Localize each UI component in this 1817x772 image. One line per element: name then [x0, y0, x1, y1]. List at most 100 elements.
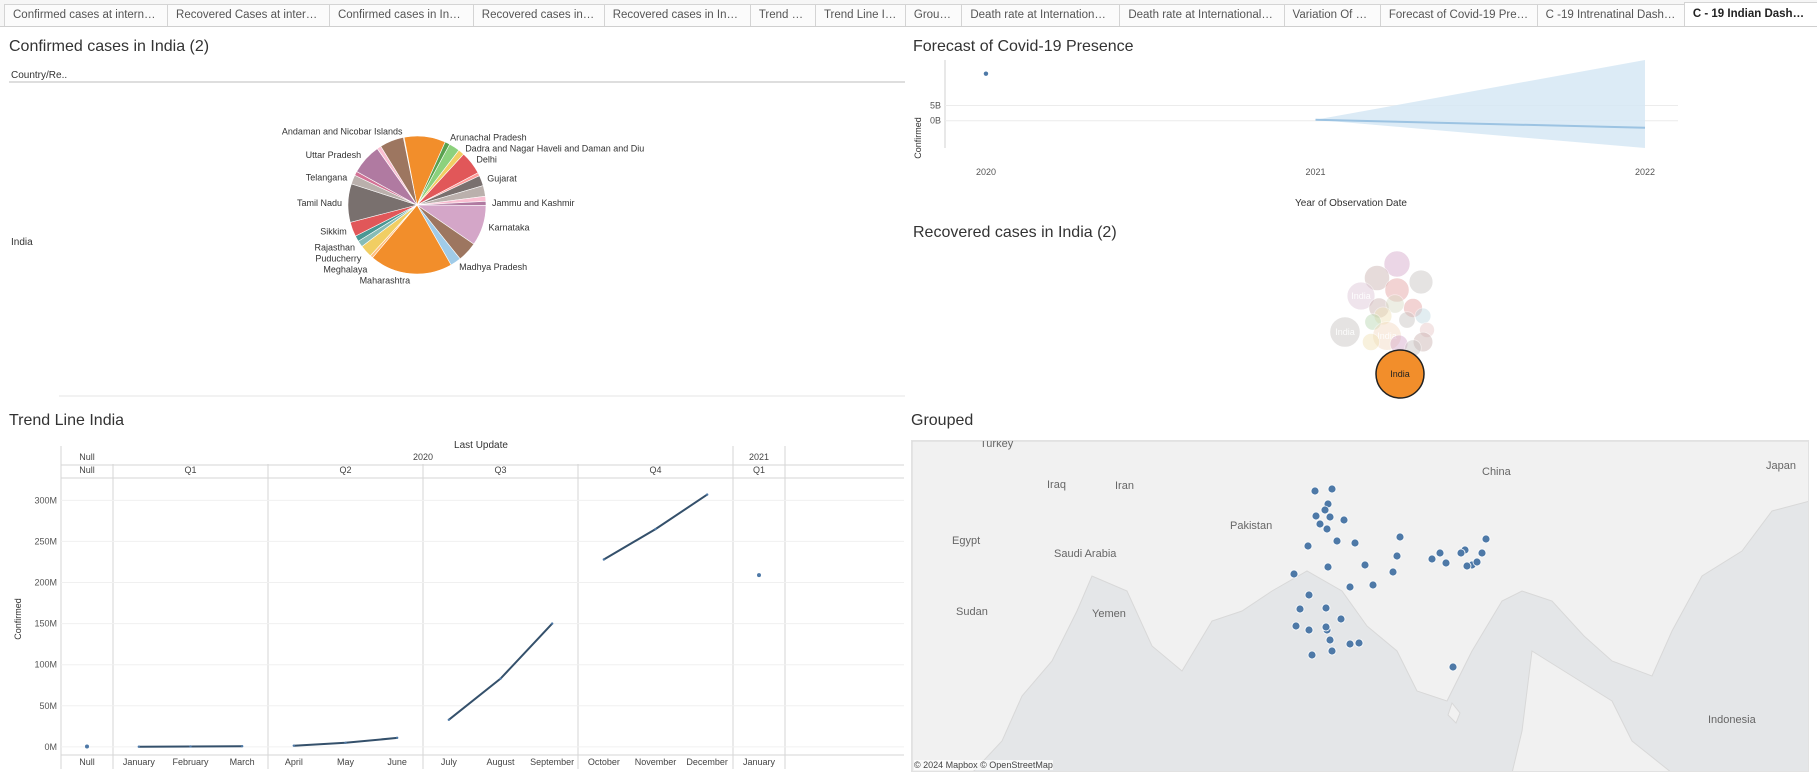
map-point[interactable]	[1435, 548, 1445, 558]
map-point[interactable]	[1395, 532, 1405, 542]
bubble-mark-highlighted[interactable]	[1375, 349, 1425, 399]
map-point[interactable]	[1311, 511, 1321, 521]
bubble-mark[interactable]	[1398, 311, 1416, 329]
map-point[interactable]	[1345, 582, 1355, 592]
map-point[interactable]	[1304, 625, 1314, 635]
map-point[interactable]	[1310, 486, 1320, 496]
trend-point[interactable]	[705, 493, 709, 496]
map-point[interactable]	[1315, 519, 1325, 529]
bubble-mark[interactable]	[1372, 321, 1402, 351]
trend-point[interactable]	[344, 741, 347, 744]
bubble-mark[interactable]	[1385, 294, 1405, 314]
bubble-mark[interactable]	[1363, 264, 1391, 292]
map-point[interactable]	[1448, 662, 1458, 672]
map-point[interactable]	[1325, 512, 1335, 522]
sheet-tab-trend-line-india[interactable]: Trend Line India	[814, 4, 906, 26]
map-point[interactable]	[1291, 621, 1301, 631]
trend-point[interactable]	[447, 718, 451, 721]
bubble-mark[interactable]	[1373, 306, 1393, 326]
bubble-mark[interactable]	[1364, 313, 1382, 331]
trend-y-axis-label: Confirmed	[13, 598, 23, 640]
sheet-tab-confirmed-cases-in-india-2[interactable]: Confirmed cases in India (2)	[328, 4, 474, 26]
sheet-tab-recovered-cases-in-india-2[interactable]: Recovered cases in India (2)	[603, 4, 751, 26]
map-point[interactable]	[1320, 505, 1330, 515]
bubble-mark[interactable]	[1329, 316, 1361, 348]
map-point[interactable]	[1350, 538, 1360, 548]
map-point[interactable]	[1322, 524, 1332, 534]
sheet-tab-recovered-cases-at-internatio[interactable]: Recovered Cases at internatio...	[167, 4, 330, 26]
bubble-mark[interactable]	[1346, 281, 1376, 311]
sheet-tab-trend-line[interactable]: Trend Line	[749, 4, 816, 26]
forecast-x-tick: 2020	[976, 167, 996, 177]
sheet-tab-death-rate-at-international-level[interactable]: Death rate at International level	[961, 4, 1121, 26]
bubble-mark[interactable]	[1402, 298, 1423, 319]
sheet-tab-death-rate-at-international-leve[interactable]: Death rate at International leve...	[1119, 4, 1285, 26]
map-point[interactable]	[1368, 580, 1378, 590]
trend-point[interactable]	[550, 622, 554, 625]
map-point[interactable]	[1323, 562, 1333, 572]
bubble-mark[interactable]	[1412, 331, 1434, 353]
map-point[interactable]	[1289, 569, 1299, 579]
sheet-tab-c-19-indian-dashboard[interactable]: C - 19 Indian Dashboard	[1683, 2, 1817, 26]
bubble-mark[interactable]	[1414, 307, 1432, 325]
sheet-tab-grouped[interactable]: Grouped	[904, 4, 963, 26]
sheet-tab-c-19-intrenatinal-dashboard[interactable]: C -19 Intrenatinal Dashboard	[1536, 4, 1685, 26]
map-point[interactable]	[1462, 561, 1472, 571]
map-point[interactable]	[1481, 534, 1491, 544]
sheet-tab-confirmed-cases-at-internation[interactable]: Confirmed cases at internation...	[4, 4, 169, 26]
sheet-tab-forecast-of-covid-19-presence[interactable]: Forecast of Covid-19 Presence	[1379, 4, 1538, 26]
trend-year-label: Null	[79, 452, 95, 462]
map-point[interactable]	[1354, 638, 1364, 648]
map-point[interactable]	[1388, 567, 1398, 577]
map-point[interactable]	[1321, 622, 1331, 632]
trend-point[interactable]	[499, 677, 502, 680]
bubble-label: India	[1390, 369, 1410, 379]
bubble-mark[interactable]	[1384, 277, 1410, 303]
trend-point[interactable]	[654, 527, 657, 531]
trend-point[interactable]	[292, 744, 296, 747]
bubble-mark[interactable]	[1418, 322, 1435, 339]
trend-point[interactable]	[137, 745, 141, 748]
map-point[interactable]	[1360, 560, 1370, 570]
trend-point[interactable]	[602, 558, 606, 561]
bubble-mark[interactable]	[1361, 332, 1381, 352]
trend-series-line[interactable]	[603, 493, 708, 561]
map-point[interactable]	[1472, 557, 1482, 567]
trend-month-label: February	[172, 757, 209, 767]
map-point[interactable]	[1327, 646, 1337, 656]
sheet-tab-recovered-cases-in-india[interactable]: Recovered cases in India	[472, 4, 605, 26]
trend-line-india-panel: Trend Line India Last Update Null Null Q1 Q…	[9, 412, 905, 771]
trend-point[interactable]	[189, 745, 192, 748]
map-point[interactable]	[1427, 554, 1437, 564]
map-point[interactable]	[1339, 515, 1349, 525]
forecast-actual-point[interactable]	[983, 71, 989, 76]
map-point[interactable]	[1392, 551, 1402, 561]
map-point[interactable]	[1325, 635, 1335, 645]
map-point[interactable]	[1441, 558, 1451, 568]
map-canvas[interactable]: Turkey Iraq Iran Pakistan Egypt Saudi Ar…	[911, 440, 1809, 772]
map-point[interactable]	[1345, 639, 1355, 649]
map-attribution[interactable]: © 2024 Mapbox © OpenStreetMap	[914, 760, 1053, 770]
sheet-tab-variation-of-covid[interactable]: Variation Of covid	[1283, 4, 1381, 26]
map-point[interactable]	[1332, 536, 1342, 546]
map-label-japan: Japan	[1766, 460, 1796, 472]
trend-point[interactable]	[85, 744, 89, 749]
pie-slice[interactable]	[380, 137, 418, 206]
bubble-mark[interactable]	[1408, 269, 1434, 295]
map-point[interactable]	[1295, 604, 1305, 614]
map-point[interactable]	[1304, 590, 1314, 600]
map-point[interactable]	[1336, 614, 1346, 624]
trend-point[interactable]	[757, 573, 761, 578]
trend-point[interactable]	[240, 745, 244, 748]
map-point[interactable]	[1477, 548, 1487, 558]
trend-point[interactable]	[395, 736, 399, 740]
map-point[interactable]	[1456, 548, 1466, 558]
pie-slice-maharashtra[interactable]	[372, 204, 452, 275]
bubble-mark[interactable]	[1383, 250, 1411, 278]
map-point[interactable]	[1303, 541, 1313, 551]
map-point[interactable]	[1327, 484, 1337, 494]
forecast-prediction-band	[1315, 60, 1645, 148]
map-point[interactable]	[1321, 603, 1331, 613]
bubble-mark[interactable]	[1368, 297, 1390, 319]
map-point[interactable]	[1307, 650, 1317, 660]
